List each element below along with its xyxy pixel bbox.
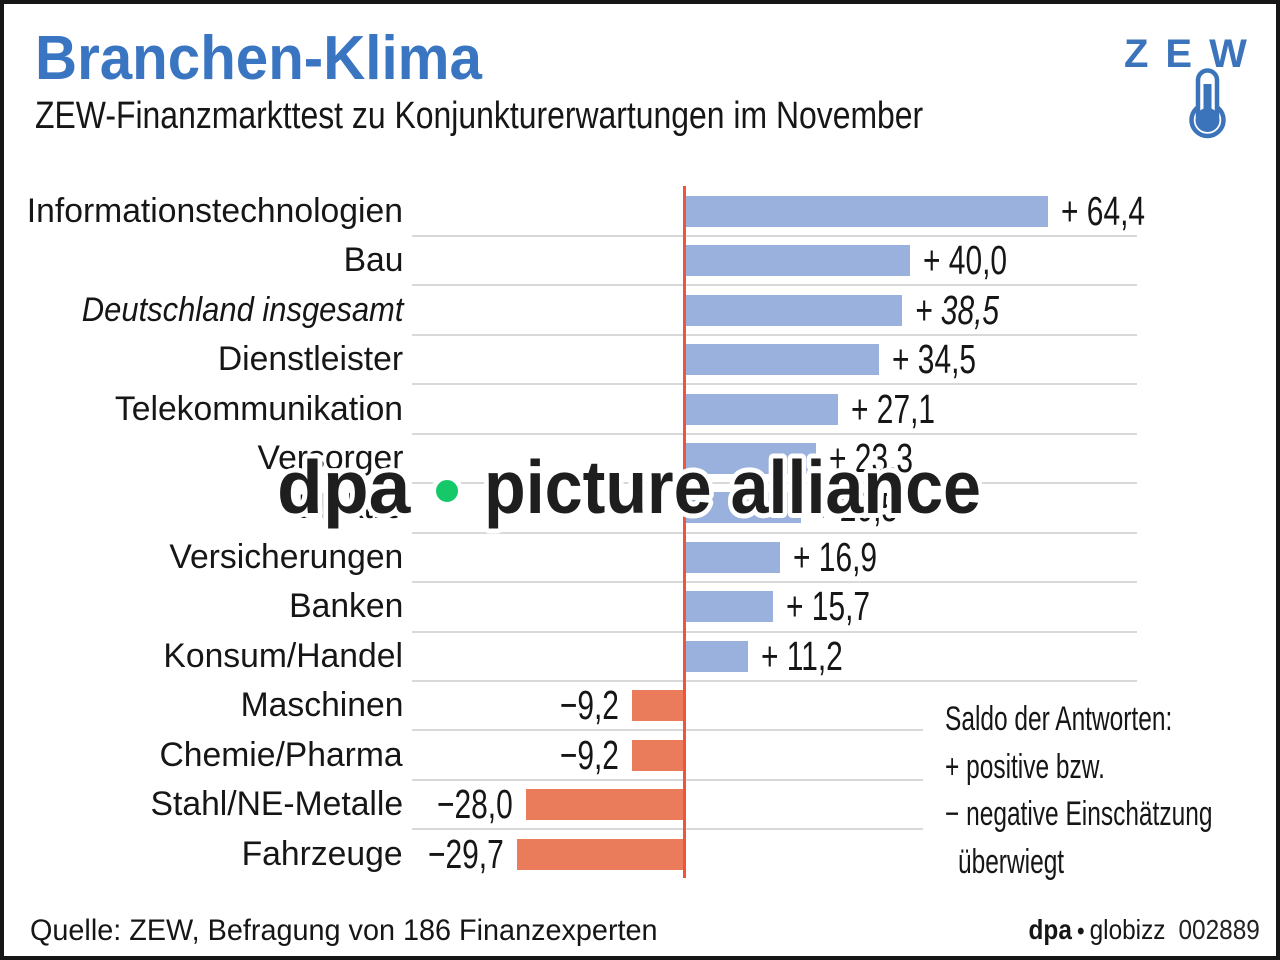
bar-positive (685, 492, 801, 524)
legend-line: Saldo der Antworten: (945, 700, 1173, 738)
value-label: + 34,5 (892, 336, 977, 383)
bar-positive (685, 245, 911, 277)
category-label: Fahrzeuge (242, 834, 403, 873)
category-label: Telekommunikation (114, 389, 403, 428)
category-label: Informationstechnologien (26, 191, 403, 230)
category-label: Maschinen (240, 686, 403, 725)
gridline (412, 630, 1137, 633)
bar-positive (685, 393, 838, 425)
value-label: −9,2 (560, 682, 620, 729)
legend-line: + positive bzw. (945, 747, 1105, 786)
gridline (412, 729, 923, 732)
bar-positive (685, 541, 781, 573)
bar-positive (685, 442, 817, 474)
value-label: + 27,1 (850, 385, 935, 432)
credit-globizz: globizz (1089, 914, 1166, 945)
category-label: Elektro (298, 488, 403, 527)
page-subtitle: ZEW-Finanzmarkttest zu Konjunkturerwartu… (35, 95, 924, 137)
gridline (412, 778, 923, 781)
bar-negative (526, 789, 684, 821)
category-label: Konsum/Handel (163, 636, 403, 675)
zew-logo-text: ZEW (1124, 32, 1264, 76)
category-label: Deutschland insgesamt (81, 290, 403, 329)
bar-negative (516, 838, 684, 870)
category-label: Banken (288, 587, 403, 626)
category-label: Chemie/Pharma (159, 735, 403, 774)
bar-negative (632, 690, 684, 722)
value-label: + 38,5 (914, 286, 999, 333)
value-label: + 15,7 (786, 583, 871, 630)
thermometer-icon (1189, 68, 1226, 139)
value-label: −9,2 (560, 731, 620, 778)
legend-line: − negative Einschätzung (945, 795, 1213, 833)
bar-positive (685, 195, 1048, 227)
value-label: + 40,0 (923, 237, 1008, 284)
gridline (412, 531, 1137, 534)
value-label: + 11,2 (761, 632, 843, 679)
category-label: Versorger (257, 438, 403, 477)
bar-positive (685, 591, 774, 623)
gridline (412, 333, 1137, 336)
value-label: + 23,3 (829, 434, 914, 481)
category-label: Dienstleister (217, 340, 403, 379)
credit-dpa: dpa (1028, 914, 1073, 945)
gridline (412, 383, 1137, 386)
credit-dot-icon: • (1077, 918, 1085, 945)
bar-positive (685, 294, 902, 326)
value-label: + 20,5 (813, 484, 898, 531)
bar-negative (632, 739, 684, 771)
gridline (412, 581, 1137, 584)
credit-line: dpa • globizz 002889 (1029, 915, 1260, 947)
graphic-number: 002889 (1178, 914, 1260, 945)
bar-positive (685, 344, 880, 376)
gridline (412, 482, 1137, 485)
zero-axis-line (683, 186, 686, 878)
value-label: −29,7 (427, 830, 504, 877)
gridline (412, 234, 1137, 237)
gridline (412, 284, 1137, 287)
value-label: + 16,9 (793, 533, 878, 580)
gridline (412, 828, 923, 831)
value-label: −28,0 (437, 781, 514, 828)
category-label: Stahl/NE-Metalle (150, 785, 403, 824)
bar-positive (685, 640, 749, 672)
value-label: + 64,4 (1060, 187, 1145, 234)
category-label: Bau (343, 241, 403, 280)
source-note: Quelle: ZEW, Befragung von 186 Finanzexp… (30, 914, 658, 947)
category-label: Versicherungen (169, 537, 403, 576)
gridline (412, 432, 1137, 435)
chart-legend: Saldo der Antworten: + positive bzw. − neg… (945, 696, 1219, 886)
gridline (412, 680, 1137, 682)
page-title: Branchen-Klima (35, 24, 482, 93)
legend-line: überwiegt (957, 842, 1065, 881)
